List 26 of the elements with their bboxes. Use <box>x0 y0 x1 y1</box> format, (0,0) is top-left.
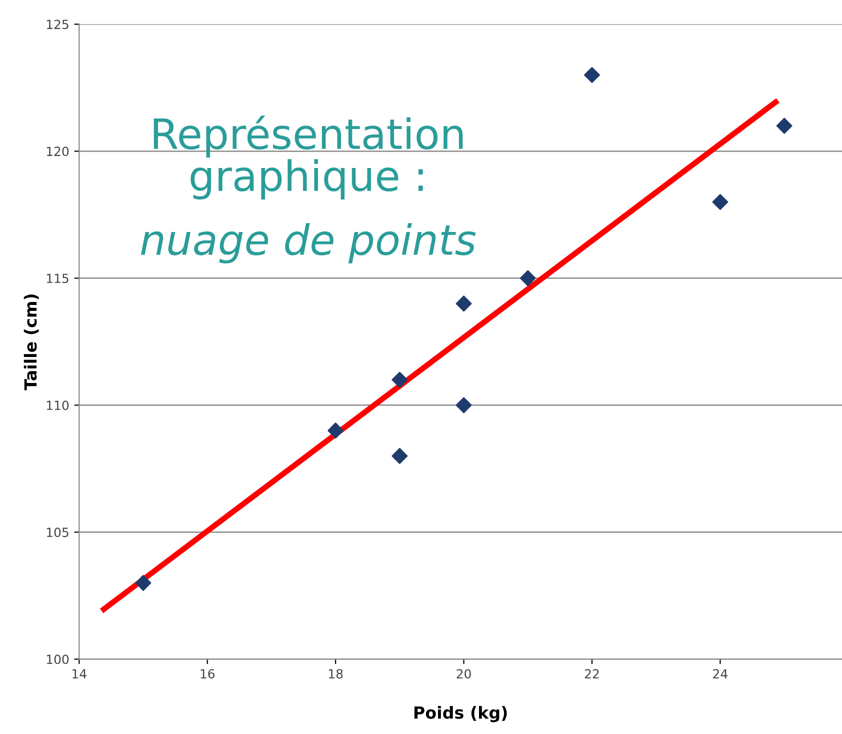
point <box>712 194 728 210</box>
annotation: Représentation graphique : <box>154 116 463 200</box>
point <box>456 296 472 312</box>
x-tick-label: 16 <box>200 669 215 679</box>
y-tick-label: 115 <box>46 274 68 284</box>
point <box>135 574 152 591</box>
x-axis-title: Poids (kg) <box>414 706 507 722</box>
x-tick-label: 24 <box>713 669 728 678</box>
point <box>328 422 344 439</box>
point <box>584 67 600 83</box>
x-tick-label: 14 <box>72 669 86 678</box>
point <box>392 372 408 388</box>
y-tick-label: 110 <box>46 400 69 410</box>
x-tick-label: 18 <box>328 669 343 679</box>
point <box>392 448 408 464</box>
y-tick-label: 120 <box>46 146 69 156</box>
y-tick-label: 100 <box>46 654 69 664</box>
point <box>520 270 536 286</box>
x-tick-label: 22 <box>584 669 599 678</box>
point <box>776 118 792 134</box>
y-tick-label: 105 <box>46 528 68 538</box>
y-tick-label: 125 <box>46 20 68 30</box>
x-tick-label: 20 <box>456 669 471 679</box>
point <box>456 397 472 414</box>
y-axis-title: Taille (cm) <box>24 294 39 390</box>
annotation: nuage de points <box>140 223 476 264</box>
